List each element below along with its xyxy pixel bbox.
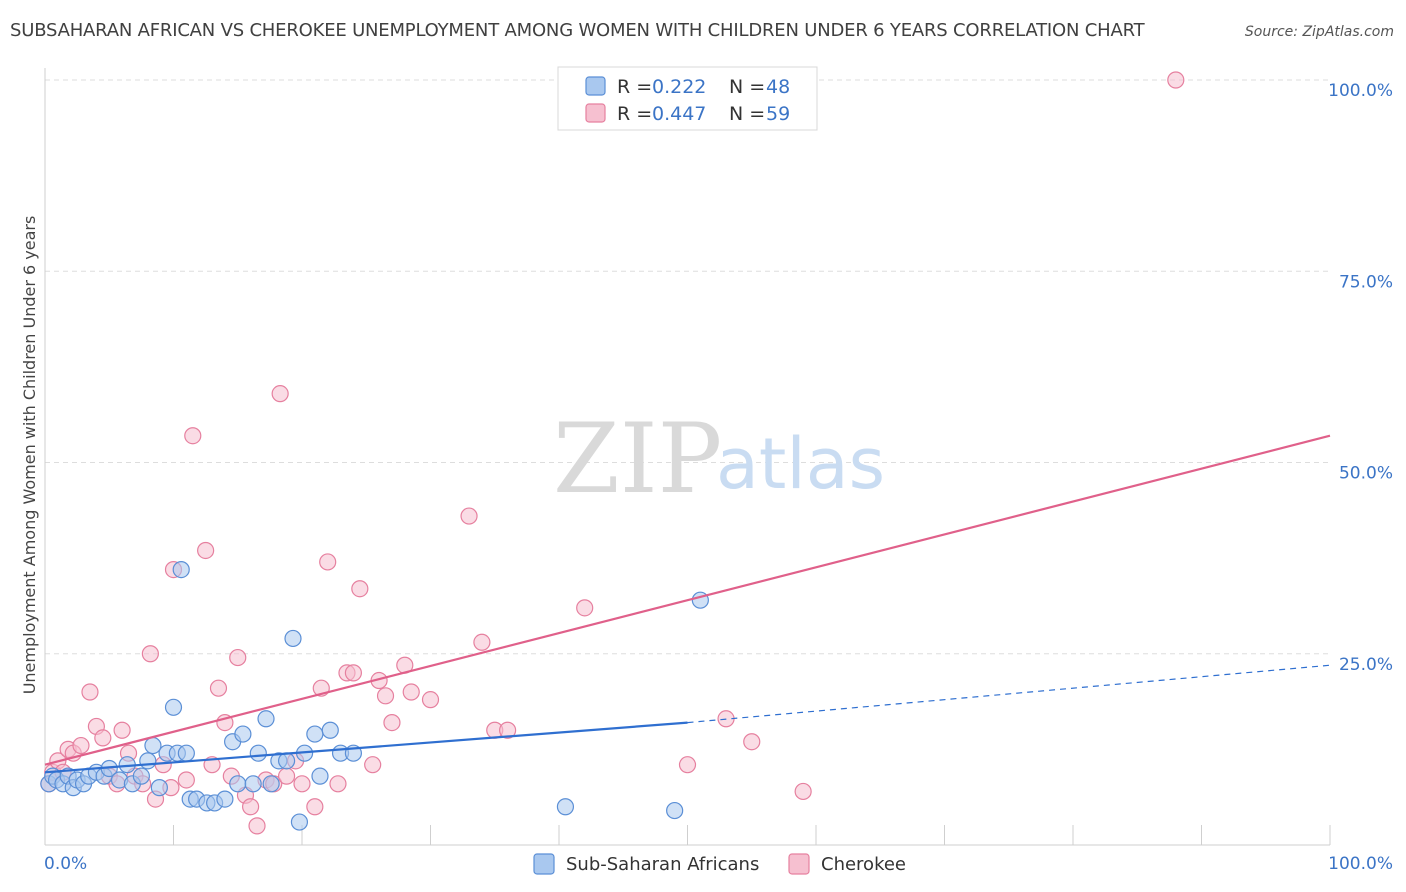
axis-layer: 25.0% 50.0% 75.0% 100.0% 0.0% 100.0% [44,68,1393,874]
sub-saharan-point [132,767,150,785]
cherokee-point [141,645,159,663]
legend-bottom-pink-swatch [788,853,810,875]
y-axis-title: Unemployment Among Women with Children U… [20,216,39,695]
cherokee-point [94,729,112,747]
cherokee-point [402,683,420,701]
cherokee-point [293,775,311,793]
legend-pink-swatch [585,103,606,123]
legend-blue-n-value: 48 [766,76,790,98]
cherokee-point [421,691,440,709]
legend-bottom-pink-label: Cherokee [821,854,906,875]
legend-bottom: Sub-Saharan Africans Cherokee [533,853,906,875]
cherokee-point [319,553,337,571]
sub-saharan-point [216,790,234,808]
cherokee-point [306,798,324,816]
grid-layer [45,79,1330,655]
cherokee-point [460,507,478,525]
legend-blue-r-value: 0.222 [652,76,706,98]
cherokee-point [473,633,491,651]
watermark-atlas: atlas [716,423,885,505]
trend-layer [44,434,1331,774]
sub-saharan-point [177,744,195,762]
cherokee-point [743,733,761,751]
cherokee-point [576,599,594,617]
sub-saharan-point [321,721,339,739]
cherokee-point [177,771,195,789]
sub-saharan-trendline-extension [687,664,1331,724]
y-tick-label: 100.0% [1328,81,1393,101]
chart-title: SUBSAHARAN AFRICAN VS CHEROKEE UNEMPLOYM… [10,20,1145,41]
sub-saharan-point [172,560,190,579]
y-tick-label: 50.0% [1339,464,1393,484]
sub-saharan-point [144,736,162,755]
legend-bottom-blue-swatch [533,853,555,875]
sub-saharan-trendline [44,721,688,774]
watermark: ZIP atlas [553,403,885,515]
cherokee-point [209,679,228,697]
cherokee-point [184,427,202,445]
sub-saharan-point [139,752,157,770]
legend-blue-swatch [585,76,606,96]
legend-pink-n-value: 59 [766,103,790,125]
cherokee-point [242,798,260,816]
legend-blue-n-label: N = [729,76,765,98]
cherokee-point [229,648,247,667]
sub-saharan-point [666,801,684,820]
watermark-zip: ZIP [553,403,722,515]
sub-saharan-point [556,798,575,816]
sub-saharan-point [284,629,302,648]
y-tick-label: 75.0% [1339,272,1393,292]
cherokee-point [72,736,90,755]
legend-pink-r-value: 0.447 [652,103,706,125]
legend-blue-r-label: R = [617,76,652,98]
chart-source: Source: ZipAtlas.com [1244,24,1394,40]
cherokee-point [678,756,697,774]
cherokee-point [383,713,401,732]
cherokee-point [344,664,362,682]
cherokee-point [277,767,296,785]
cherokee-point [271,385,289,403]
x-tick-label: 0.0% [44,854,87,874]
cherokee-point [113,721,131,739]
cherokee-point [376,687,395,705]
sub-saharan-point [262,775,280,793]
sub-saharan-point [249,744,267,762]
cherokee-point [499,721,517,739]
cherokee-point [81,683,99,701]
cherokee-point [1167,71,1185,89]
legend-pink-r-label: R = [617,103,652,125]
x-tick-label: 100.0% [1328,854,1393,874]
points-layer [40,71,1185,835]
sub-saharan-point [290,813,309,831]
cherokee-trendline [44,434,1331,766]
cherokee-point [351,580,369,598]
sub-saharan-point [234,725,252,743]
cherokee-point [197,541,215,560]
sub-saharan-point [311,767,329,785]
sub-saharan-point [277,752,296,770]
legend-top: R = 0.222 N = 48 R = 0.447 N = 59 [557,66,818,131]
cherokee-point [248,817,266,835]
sub-saharan-point [164,698,183,716]
legend-pink-n-label: N = [729,103,765,125]
cherokee-point [794,782,812,801]
cherokee-point [329,775,347,793]
sub-saharan-point [257,710,275,728]
legend-bottom-blue-label: Sub-Saharan Africans [566,854,759,875]
cherokee-point [364,756,382,774]
y-tick-label: 25.0% [1339,655,1393,675]
sub-saharan-point [244,775,262,793]
sub-saharan-point [306,725,324,743]
sub-saharan-point [229,775,247,793]
sub-saharan-point [150,779,168,797]
